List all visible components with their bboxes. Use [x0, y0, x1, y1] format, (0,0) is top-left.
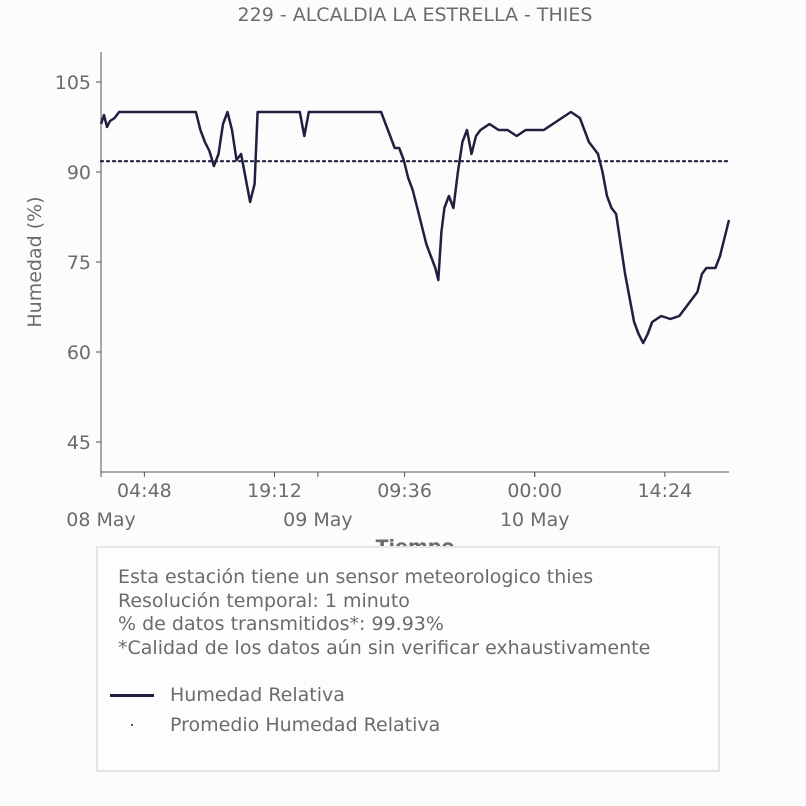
info-line-transmitted: % de datos transmitidos*: 99.93%	[118, 613, 444, 635]
x-tick-label: 19:12	[247, 480, 302, 502]
y-tick-label: 45	[67, 432, 91, 454]
x-tick-label: 14:24	[637, 480, 692, 502]
y-tick-label: 60	[67, 342, 91, 364]
x-date-label: 09 May	[283, 509, 353, 531]
legend-label: Humedad Relativa	[170, 684, 345, 706]
dotted-line-icon	[110, 720, 154, 730]
legend-label: Promedio Humedad Relativa	[170, 714, 441, 736]
y-tick-label: 75	[67, 252, 91, 274]
info-text: Esta estación tiene un sensor meteorolog…	[118, 566, 650, 660]
x-tick-label: 00:00	[507, 480, 562, 502]
info-line-sensor: Esta estación tiene un sensor meteorolog…	[118, 566, 594, 588]
x-date-label: 10 May	[500, 509, 570, 531]
solid-line-icon	[110, 690, 154, 700]
x-tick-label: 04:48	[117, 480, 172, 502]
series-line-humedad	[99, 110, 731, 345]
y-tick-label: 105	[55, 72, 91, 94]
chart-title: 229 - ALCALDIA LA ESTRELLA - THIES	[238, 4, 593, 26]
y-tick-label: 90	[67, 162, 91, 184]
plot-area: 45 60 75 90 105 04:48 19:12 09:36 00:00 14:24 08 M…	[55, 52, 731, 531]
legend-item-humedad: Humedad Relativa	[110, 680, 440, 710]
y-axis-label: Humedad (%)	[24, 196, 46, 327]
x-tick-label: 09:36	[377, 480, 432, 502]
info-line-quality: *Calidad de los datos aún sin verificar …	[118, 636, 651, 659]
legend: Humedad Relativa Promedio Humedad Relati…	[110, 680, 440, 740]
info-box: Esta estación tiene un sensor meteorolog…	[96, 546, 720, 772]
info-line-resolution: Resolución temporal: 1 minuto	[118, 589, 410, 612]
humidity-chart: 229 - ALCALDIA LA ESTRELLA - THIES 45 60 7…	[24, 4, 731, 558]
legend-item-promedio: Promedio Humedad Relativa	[110, 710, 440, 740]
x-date-label: 08 May	[66, 509, 136, 531]
